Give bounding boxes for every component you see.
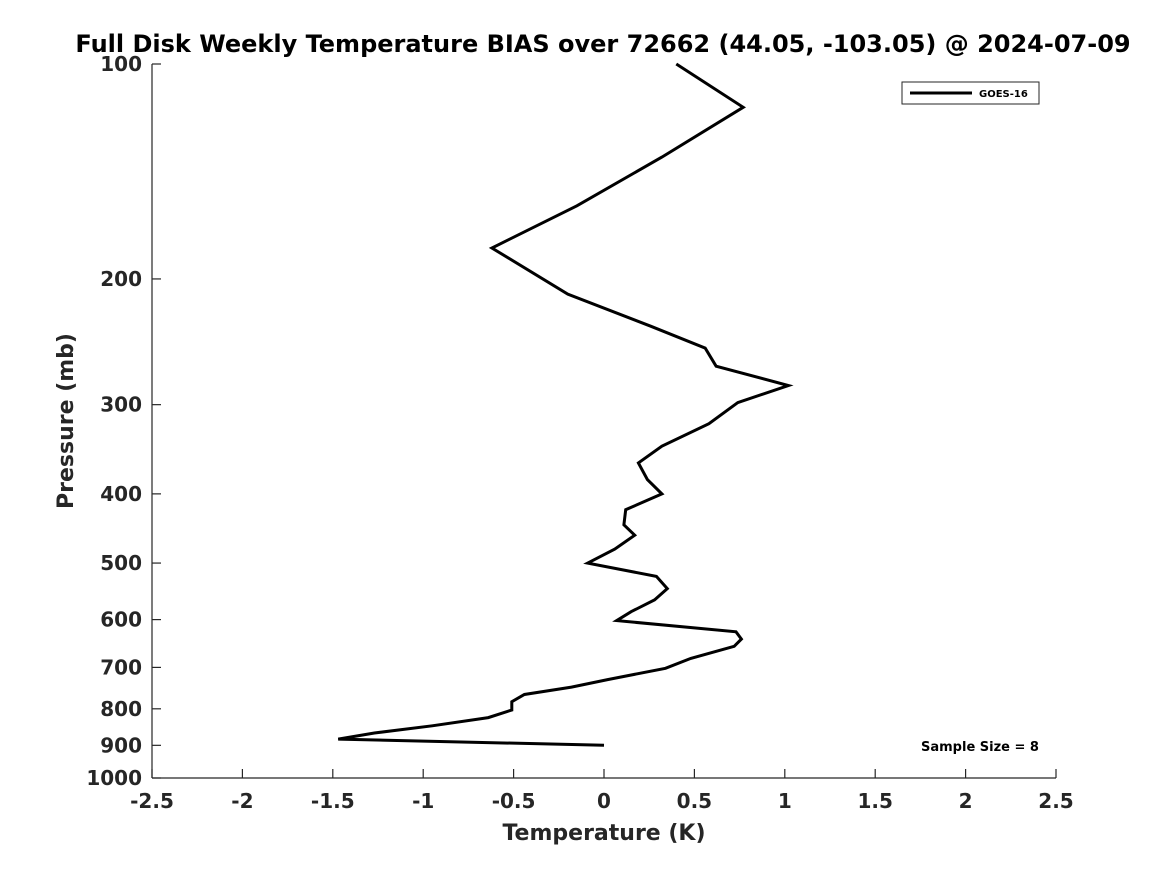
y-ticks: 100 200 300 400 500 600 700 800 900 1000	[86, 52, 161, 790]
y-tick-label: 100	[100, 52, 142, 76]
y-tick-label: 500	[100, 551, 142, 575]
series-layer	[337, 62, 794, 747]
x-tick-label: 2	[959, 789, 973, 813]
y-tick-label: 600	[100, 608, 142, 632]
x-tick-label: 2.5	[1038, 789, 1073, 813]
series-line	[337, 62, 794, 747]
y-tick-label: 700	[100, 655, 142, 679]
y-tick-label: 900	[100, 733, 142, 757]
x-tick-label: 0.5	[677, 789, 712, 813]
y-tick-label: 400	[100, 482, 142, 506]
x-tick-label: -2.5	[130, 789, 174, 813]
y-tick-label: 1000	[86, 766, 142, 790]
x-tick-label: 1	[778, 789, 792, 813]
x-axis-label: Temperature (K)	[502, 821, 705, 846]
x-tick-label: -0.5	[492, 789, 536, 813]
x-tick-label: -1	[412, 789, 434, 813]
x-tick-label: 0	[597, 789, 611, 813]
chart-title: Full Disk Weekly Temperature BIAS over 7…	[75, 30, 1130, 58]
x-tick-label: -2	[231, 789, 253, 813]
x-tick-label: 1.5	[857, 789, 892, 813]
x-ticks: -2.5 -2 -1.5 -1 -0.5 0 0.5 1 1.5 2 2.5	[130, 769, 1074, 813]
x-tick-label: -1.5	[311, 789, 355, 813]
legend: GOES-16	[901, 81, 1040, 105]
y-tick-label: 300	[100, 393, 142, 417]
y-axis-label: Pressure (mb)	[54, 333, 79, 509]
y-tick-label: 800	[100, 697, 142, 721]
legend-label: GOES-16	[979, 89, 1028, 100]
y-tick-label: 200	[100, 267, 142, 291]
sample-size-annotation: Sample Size = 8	[921, 740, 1039, 755]
